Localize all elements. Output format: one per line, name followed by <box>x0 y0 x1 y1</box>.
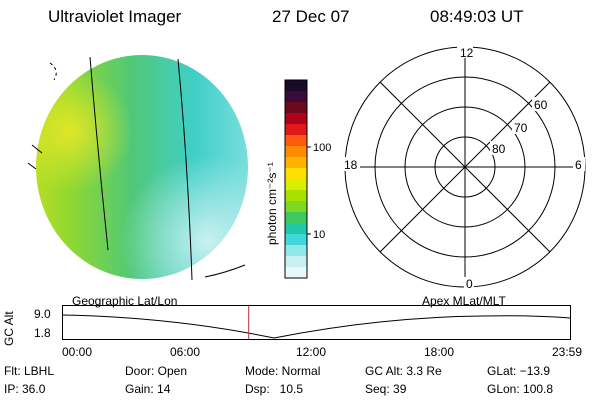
timeline-left-label: Geographic Lat/Lon <box>72 294 178 308</box>
gc-alt-status: GC Alt: 3.3 Re <box>365 364 442 378</box>
earth-disk <box>36 55 248 279</box>
coastline <box>49 62 57 81</box>
mlt-label-right: 6 <box>575 158 582 172</box>
colorbar-swatch <box>285 146 307 158</box>
mode-status: Mode: Normal <box>245 364 321 378</box>
mlt-label-top: 12 <box>460 46 474 60</box>
colorbar-swatch <box>285 201 307 213</box>
colorbar-swatch <box>285 113 307 125</box>
colorbar-swatch <box>285 190 307 202</box>
colorbar-swatch <box>285 267 307 279</box>
instrument-title: Ultraviolet Imager <box>48 7 182 26</box>
meridian-line <box>89 56 109 251</box>
timeline-x-tick: 23:59 <box>552 345 583 359</box>
colorbar-swatch <box>285 102 307 114</box>
colorbar-unit-label: photon cm⁻²s⁻¹ <box>265 162 279 245</box>
colorbar-swatch <box>285 212 307 224</box>
colorbar-swatch <box>285 80 307 92</box>
uv-earth-image <box>27 55 248 281</box>
seq-status: Seq: 39 <box>365 382 407 396</box>
colorbar-swatch <box>285 256 307 268</box>
observation-date: 27 Dec 07 <box>272 7 350 26</box>
glon-status: GLon: 100.8 <box>487 382 554 396</box>
timeline-x-tick: 18:00 <box>424 345 455 359</box>
altitude-timeline-plot <box>62 305 571 340</box>
colorbar-swatch <box>285 91 307 103</box>
mlt-label-left: 18 <box>344 158 358 172</box>
observation-time: 08:49:03 UT <box>430 7 524 26</box>
ip-status: IP: 36.0 <box>4 382 46 396</box>
colorbar-swatch <box>285 245 307 257</box>
colorbar-swatch <box>285 179 307 191</box>
meridian-line <box>177 58 193 281</box>
timeline-x-tick: 06:00 <box>170 345 201 359</box>
dsp-status: Dsp: 10.5 <box>245 382 304 396</box>
lat-label: 70 <box>514 121 528 135</box>
colorbar: 100 10 photon cm⁻²s⁻¹ <box>265 79 331 279</box>
timeline-y-tick: 9.0 <box>34 307 51 321</box>
colorbar-tick: 100 <box>313 142 331 154</box>
filter-status: Flt: LBHL <box>4 364 55 378</box>
lat-label: 60 <box>534 98 548 112</box>
timeline-y-tick: 1.8 <box>34 326 51 340</box>
timeline-y-label: GC Alt <box>2 311 16 346</box>
colorbar-swatch <box>285 223 307 235</box>
colorbar-swatch <box>285 124 307 136</box>
glat-status: GLat: −13.9 <box>487 364 551 378</box>
colorbar-swatch <box>285 135 307 147</box>
door-status: Door: Open <box>125 364 188 378</box>
mlt-label-bottom: 0 <box>466 277 473 290</box>
colorbar-swatch <box>285 234 307 246</box>
lat-label: 80 <box>492 142 506 156</box>
timeline-right-label: Apex MLat/MLT <box>422 294 506 308</box>
timeline-frame <box>62 305 571 340</box>
gain-status: Gain: 14 <box>125 382 171 396</box>
timeline-x-tick: 12:00 <box>296 345 327 359</box>
coastline <box>204 264 246 278</box>
colorbar-swatch <box>285 168 307 180</box>
polar-mlt-plot: 12 18 6 0 60 70 80 <box>342 45 586 290</box>
coastline <box>27 144 43 170</box>
colorbar-tick: 10 <box>313 229 325 241</box>
timeline-x-tick: 00:00 <box>62 345 93 359</box>
colorbar-swatch <box>285 157 307 169</box>
altitude-curve <box>62 314 571 339</box>
